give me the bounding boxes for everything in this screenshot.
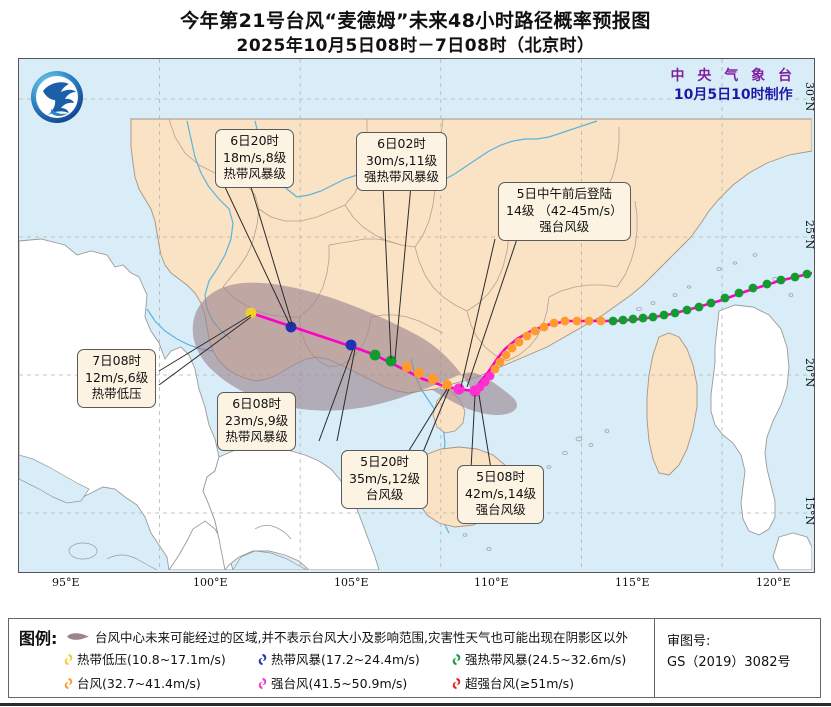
page-title: 今年第21号台风“麦德姆”未来48小时路径概率预报图 2025年10月5日08时… bbox=[0, 8, 831, 58]
past-track-points-typhoon bbox=[490, 316, 606, 374]
callout-time: 5日中午前后登陆 bbox=[516, 186, 613, 201]
callout-wind: 23m/s,9级 bbox=[225, 412, 289, 428]
callout-wind: 35m/s,12级 bbox=[349, 470, 421, 486]
callout-fc-6d08[interactable]: 6日08时 23m/s,9级 热带风暴级 bbox=[217, 392, 297, 451]
legend-item-typhoon[interactable]: 台风(32.7~41.4m/s) bbox=[63, 673, 201, 692]
legend-item-severe-typhoon[interactable]: 强台风(41.5~50.9m/s) bbox=[257, 673, 407, 692]
callout-time: 6日08时 bbox=[232, 396, 282, 411]
legend-label: 热带风暴(17.2~24.4m/s) bbox=[271, 652, 420, 667]
landmass-indochina-east bbox=[202, 442, 380, 570]
lat-tick-20: 20°N bbox=[803, 358, 816, 388]
luzon-island bbox=[710, 304, 790, 536]
lon-tick-110: 110°E bbox=[474, 576, 509, 589]
typhoon-symbol-icon bbox=[451, 677, 462, 690]
legend-title: 图例: bbox=[19, 629, 58, 648]
callout-wind: 18m/s,8级 bbox=[223, 149, 287, 165]
lat-tick-25: 25°N bbox=[803, 220, 816, 250]
callout-fc-landfall[interactable]: 5日中午前后登陆 14级 （42-45m/s） 强台风级 bbox=[498, 182, 631, 241]
callout-time: 7日08时 bbox=[92, 353, 142, 368]
callout-fc-5d20[interactable]: 5日20时 35m/s,12级 台风级 bbox=[341, 450, 429, 509]
forecast-track-points bbox=[245, 307, 481, 397]
lon-tick-95: 95°E bbox=[52, 576, 80, 589]
node-5d20a bbox=[453, 383, 465, 395]
legend-item-super-typhoon[interactable]: 超强台风(≥51m/s) bbox=[451, 673, 574, 692]
approval-label: 审图号: bbox=[667, 634, 711, 649]
map-canvas[interactable]: 6日20时 18m/s,8级 热带风暴级 6日02时 30m/s,11级 强热带… bbox=[18, 58, 815, 573]
callout-wind: 14级 （42-45m/s） bbox=[506, 202, 623, 218]
typhoon-symbol-icon bbox=[257, 653, 268, 666]
callout-fc-5d08[interactable]: 5日08时 42m/s,14级 强台风级 bbox=[457, 465, 545, 524]
approval-panel: 审图号: GS（2019）3082号 bbox=[655, 619, 821, 697]
callout-category: 热带低压 bbox=[91, 386, 142, 401]
legend-divider bbox=[654, 619, 655, 697]
legend-item-tropical-storm[interactable]: 热带风暴(17.2~24.4m/s) bbox=[257, 649, 420, 668]
node-typh-d bbox=[401, 361, 413, 373]
lon-tick-100: 100°E bbox=[193, 576, 228, 589]
node-6d02 bbox=[385, 355, 397, 367]
small-islands bbox=[68, 253, 794, 570]
lon-tick-120: 120°E bbox=[756, 576, 791, 589]
callout-wind: 30m/s,11级 bbox=[365, 152, 438, 168]
taiwan-island bbox=[646, 332, 698, 476]
legend-label: 超强台风(≥51m/s) bbox=[465, 676, 575, 691]
typhoon-symbol-icon bbox=[63, 653, 74, 666]
legend-row-2: 台风(32.7~41.4m/s) 强台风(41.5~50.9m/s) bbox=[9, 673, 654, 695]
callout-fc-6d20[interactable]: 6日20时 18m/s,8级 热带风暴级 bbox=[215, 129, 295, 188]
title-line-1: 今年第21号台风“麦德姆”未来48小时路径概率预报图 bbox=[180, 10, 651, 32]
approval-number: GS（2019）3082号 bbox=[667, 655, 791, 670]
node-5d20 bbox=[441, 379, 453, 391]
callout-category: 台风级 bbox=[365, 487, 404, 502]
typhoon-symbol-icon bbox=[257, 677, 268, 690]
callout-category: 热带风暴级 bbox=[223, 166, 286, 181]
legend-row-1: 热带低压(10.8~17.1m/s) 热带风暴(17.2~24.4m/s) bbox=[9, 649, 654, 671]
legend-item-severe-tropical-storm[interactable]: 强热带风暴(24.5~32.6m/s) bbox=[451, 649, 626, 668]
callout-category: 强热带风暴级 bbox=[364, 169, 440, 184]
legend-left-column: 图例: 台风中心未来可能经过的区域,并不表示台风大小及影响范围,灾害性天气也可能… bbox=[9, 619, 654, 697]
callout-time: 5日08时 bbox=[476, 469, 526, 484]
legend-label: 强台风(41.5~50.9m/s) bbox=[271, 676, 408, 691]
callout-fc-6d02[interactable]: 6日02时 30m/s,11级 强热带风暴级 bbox=[356, 132, 448, 191]
legend-note: 台风中心未来可能经过的区域,并不表示台风大小及影响范围,灾害性天气也可能出现在阴… bbox=[95, 630, 628, 645]
callout-time: 6日20时 bbox=[230, 133, 280, 148]
lat-tick-30: 30°N bbox=[803, 82, 816, 112]
legend-item-tropical-depression[interactable]: 热带低压(10.8~17.1m/s) bbox=[63, 649, 226, 668]
node-typh-c bbox=[413, 367, 425, 379]
past-track-points-severe-tropical-storm bbox=[608, 269, 812, 326]
callout-fc-7d08[interactable]: 7日08时 12m/s,6级 热带低压 bbox=[77, 349, 157, 408]
cone-legend-icon bbox=[67, 633, 89, 640]
philippines-south bbox=[772, 532, 812, 570]
typhoon-symbol-icon bbox=[63, 677, 74, 690]
callout-leader-lines bbox=[158, 184, 518, 470]
legend-label: 热带低压(10.8~17.1m/s) bbox=[77, 652, 226, 667]
callout-wind: 12m/s,6级 bbox=[85, 369, 149, 385]
callout-time: 5日20时 bbox=[360, 454, 410, 469]
callout-category: 热带风暴级 bbox=[225, 429, 288, 444]
legend-panel: 图例: 台风中心未来可能经过的区域,并不表示台风大小及影响范围,灾害性天气也可能… bbox=[8, 618, 821, 698]
graticule bbox=[19, 59, 812, 570]
legend-label: 台风(32.7~41.4m/s) bbox=[77, 676, 201, 691]
node-sts-b bbox=[369, 349, 381, 361]
callout-category: 强台风级 bbox=[475, 502, 526, 517]
callout-wind: 42m/s,14级 bbox=[465, 485, 537, 501]
lon-tick-115: 115°E bbox=[615, 576, 650, 589]
typhoon-symbol-icon bbox=[451, 653, 462, 666]
bay-of-bengal bbox=[19, 454, 90, 504]
legend-label: 强热带风暴(24.5~32.6m/s) bbox=[465, 652, 627, 667]
callout-category: 强台风级 bbox=[539, 219, 590, 234]
cma-logo bbox=[31, 71, 83, 123]
node-7d08 bbox=[245, 307, 257, 319]
bottom-rule bbox=[0, 703, 831, 706]
callout-time: 6日02时 bbox=[377, 136, 426, 151]
node-6d08 bbox=[345, 339, 357, 351]
node-5d08 bbox=[469, 385, 481, 397]
gulf-of-thailand bbox=[232, 550, 308, 570]
node-typh-b bbox=[427, 373, 439, 385]
title-line-2: 2025年10月5日08时－7日08时（北京时） bbox=[236, 36, 595, 56]
lat-tick-15: 15°N bbox=[803, 496, 816, 526]
lon-tick-105: 105°E bbox=[334, 576, 369, 589]
